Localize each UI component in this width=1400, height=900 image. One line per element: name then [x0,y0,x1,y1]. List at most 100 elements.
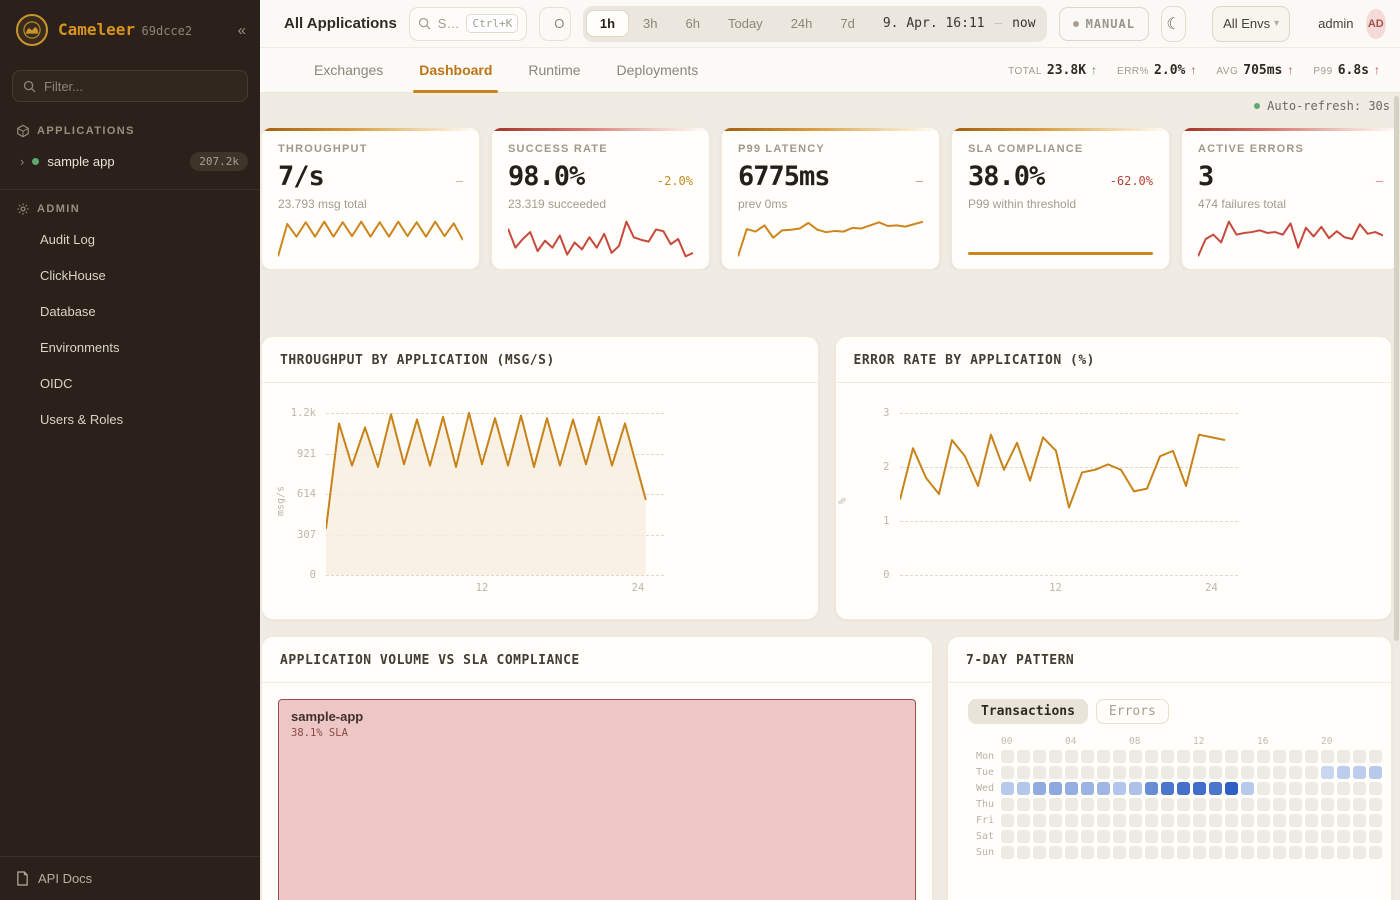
heatmap-cell[interactable] [1081,750,1094,763]
heatmap-cell[interactable] [1321,830,1334,843]
heatmap-cell[interactable] [1129,798,1142,811]
heatmap-cell[interactable] [1193,750,1206,763]
heatmap-cell[interactable] [1273,750,1286,763]
heatmap-cell[interactable] [1033,766,1046,779]
online-status-pill[interactable]: O [539,6,571,41]
heatmap-cell[interactable] [1289,750,1302,763]
heatmap-cell[interactable] [1177,750,1190,763]
heatmap-cell[interactable] [1273,814,1286,827]
date-range-display[interactable]: 9. Apr. 16:11 – now [869,16,1044,31]
heatmap-cell[interactable] [1049,782,1062,795]
heatmap-cell[interactable] [1337,782,1350,795]
heatmap-cell[interactable] [1033,814,1046,827]
heatmap-cell[interactable] [1225,766,1238,779]
heatmap-cell[interactable] [1001,766,1014,779]
heatmap-cell[interactable] [1017,750,1030,763]
tab-exchanges[interactable]: Exchanges [314,62,384,78]
heatmap-cell[interactable] [1017,766,1030,779]
tab-deployments[interactable]: Deployments [616,62,699,78]
heatmap-cell[interactable] [1321,798,1334,811]
heatmap-cell[interactable] [1049,750,1062,763]
heatmap-cell[interactable] [1353,814,1366,827]
heatmap-cell[interactable] [1193,798,1206,811]
time-range-7d[interactable]: 7d [840,16,855,31]
heatmap-cell[interactable] [1305,846,1318,859]
heatmap-cell[interactable] [1129,846,1142,859]
heatmap-cell[interactable] [1097,750,1110,763]
heatmap-cell[interactable] [1081,766,1094,779]
heatmap-cell[interactable] [1161,766,1174,779]
heatmap-cell[interactable] [1097,830,1110,843]
sidebar-item-clickhouse[interactable]: ClickHouse [40,268,106,283]
heatmap-cell[interactable] [1017,782,1030,795]
avatar[interactable]: AD [1365,8,1386,39]
heatmap-cell[interactable] [1001,750,1014,763]
time-range-6h[interactable]: 6h [685,16,700,31]
heatmap-cell[interactable] [1113,750,1126,763]
sidebar-collapse-icon[interactable]: « [237,21,246,39]
heatmap-cell[interactable] [1097,814,1110,827]
heatmap-cell[interactable] [1209,782,1222,795]
tab-dashboard[interactable]: Dashboard [401,48,510,93]
time-range-3h[interactable]: 3h [643,16,658,31]
heatmap-cell[interactable] [1001,798,1014,811]
heatmap-cell[interactable] [1017,798,1030,811]
heatmap-cell[interactable] [1033,750,1046,763]
heatmap-cell[interactable] [1241,814,1254,827]
heatmap-cell[interactable] [1321,766,1334,779]
heatmap-cell[interactable] [1177,766,1190,779]
heatmap-cell[interactable] [1081,846,1094,859]
heatmap-cell[interactable] [1321,750,1334,763]
heatmap-cell[interactable] [1369,766,1382,779]
heatmap-cell[interactable] [1065,782,1078,795]
heatmap-cell[interactable] [1321,814,1334,827]
heatmap-cell[interactable] [1257,766,1270,779]
heatmap-cell[interactable] [1257,798,1270,811]
heatmap-cell[interactable] [1161,830,1174,843]
heatmap-cell[interactable] [1369,846,1382,859]
dark-mode-toggle[interactable]: ☾ [1160,5,1187,42]
heatmap-cell[interactable] [1225,814,1238,827]
heatmap-cell[interactable] [1177,830,1190,843]
scrollbar-thumb[interactable] [1394,96,1399,641]
heatmap-cell[interactable] [1113,814,1126,827]
sidebar-item-sample-app[interactable]: › sample app 207.2k [0,144,260,179]
heatmap-cell[interactable] [1161,846,1174,859]
manual-mode-button[interactable]: MANUAL [1058,6,1149,41]
heatmap-cell[interactable] [1273,766,1286,779]
heatmap-cell[interactable] [1161,750,1174,763]
heatmap-cell[interactable] [1001,830,1014,843]
heatmap-cell[interactable] [1145,814,1158,827]
api-docs-link[interactable]: API Docs [0,856,260,900]
heatmap-cell[interactable] [1321,782,1334,795]
sidebar-item-database[interactable]: Database [40,304,96,319]
heatmap-cell[interactable] [1353,766,1366,779]
heatmap-cell[interactable] [1257,830,1270,843]
treemap-cell-sample-app[interactable]: sample-app 38.1% SLA [278,699,916,900]
heatmap-cell[interactable] [1033,830,1046,843]
heatmap-cell[interactable] [1209,846,1222,859]
heatmap-cell[interactable] [1049,798,1062,811]
heatmap-cell[interactable] [1241,782,1254,795]
heatmap-cell[interactable] [1145,750,1158,763]
heatmap-cell[interactable] [1305,750,1318,763]
heatmap-cell[interactable] [1241,830,1254,843]
heatmap-cell[interactable] [1305,830,1318,843]
heatmap-cell[interactable] [1193,830,1206,843]
heatmap-cell[interactable] [1145,766,1158,779]
heatmap-cell[interactable] [1129,750,1142,763]
heatmap-cell[interactable] [1337,814,1350,827]
heatmap-cell[interactable] [1241,766,1254,779]
heatmap-cell[interactable] [1273,782,1286,795]
heatmap-cell[interactable] [1065,766,1078,779]
heatmap-cell[interactable] [1337,750,1350,763]
heatmap-cell[interactable] [1081,830,1094,843]
heatmap-cell[interactable] [1209,830,1222,843]
heatmap-cell[interactable] [1113,830,1126,843]
heatmap-cell[interactable] [1193,782,1206,795]
heatmap-cell[interactable] [1097,846,1110,859]
heatmap-cell[interactable] [1113,846,1126,859]
sidebar-filter-input[interactable]: Filter... [12,70,248,102]
heatmap-cell[interactable] [1241,750,1254,763]
heatmap-cell[interactable] [1129,814,1142,827]
